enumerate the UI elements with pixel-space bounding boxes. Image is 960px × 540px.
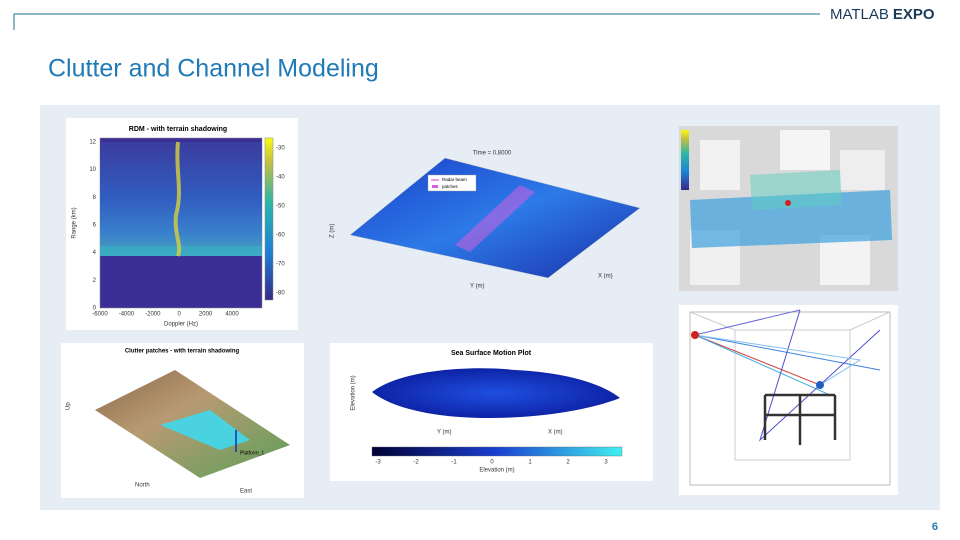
- y-tick-label: 8: [93, 195, 97, 201]
- city-map: [679, 126, 898, 291]
- colorbar-tick-label: -3: [375, 460, 381, 466]
- x-tick-label: -4000: [119, 312, 135, 318]
- y-tick-label: 10: [89, 167, 96, 173]
- colorbar-tick-label: -70: [276, 262, 285, 268]
- legend-entry: Radar beam: [442, 177, 467, 182]
- figure-title: Time = 0.8000: [473, 151, 512, 157]
- colorbar-tick-label: 3: [604, 460, 608, 466]
- z-label: Elevation (m): [351, 375, 357, 410]
- x-label: X (m): [548, 430, 563, 436]
- colorbar-tick-label: -60: [276, 233, 285, 239]
- radar-beam-figure: Radar beam patches Time = 0.8000 X (m) Y…: [330, 151, 641, 290]
- colorbar-tick-label: 1: [528, 460, 532, 466]
- annotation: Platform_1: [240, 450, 264, 456]
- rdm-figure: RDM - with terrain shadowing Doppler (Hz…: [66, 118, 298, 330]
- y-tick-label: 2: [93, 278, 97, 284]
- colorbar-tick-label: -30: [276, 146, 285, 152]
- colorbar-tick-label: -80: [276, 291, 285, 297]
- colorbar-tick-label: 2: [566, 460, 570, 466]
- figure-title: Clutter patches - with terrain shadowing: [125, 349, 240, 355]
- x-tick-label: -2000: [145, 312, 161, 318]
- colorbar-tick-label: 0: [490, 460, 494, 466]
- colorbar-label: Elevation (m): [479, 468, 514, 474]
- x-tick-label: 0: [178, 312, 182, 318]
- page-number: 6: [932, 521, 938, 533]
- colorbar-tick-label: -1: [451, 460, 457, 466]
- terrain-figure: Clutter patches - with terrain shadowing…: [61, 343, 304, 498]
- y-label: Range (km): [72, 207, 78, 238]
- y-label: North: [135, 483, 150, 489]
- brand: MATLAB EXPO: [830, 6, 935, 23]
- x-tick-label: 2000: [199, 312, 213, 318]
- sea-figure: Sea Surface Motion Plot Elevation (m) Y …: [330, 343, 653, 481]
- x-label: X (m): [598, 274, 613, 280]
- colorbar-tick-label: -2: [413, 460, 419, 466]
- legend-entry: patches: [442, 184, 459, 189]
- x-label: Doppler (Hz): [164, 322, 198, 328]
- colorbar-tick-label: -50: [276, 204, 285, 210]
- x-label: East: [240, 489, 252, 495]
- y-tick-label: 12: [89, 139, 96, 145]
- z-label: Z (m): [330, 224, 336, 238]
- y-label: Y (m): [437, 430, 452, 436]
- colorbar-tick-label: -40: [276, 175, 285, 181]
- y-label: Y (m): [470, 284, 485, 290]
- figure-title: Sea Surface Motion Plot: [451, 350, 532, 357]
- x-tick-label: 4000: [225, 312, 239, 318]
- slide-title: Clutter and Channel Modeling: [48, 55, 379, 83]
- y-tick-label: 6: [93, 222, 97, 228]
- figure-title: RDM - with terrain shadowing: [129, 126, 227, 133]
- z-label: Up: [66, 402, 72, 410]
- ray-tracing: [679, 305, 898, 495]
- x-tick-label: -6000: [92, 312, 108, 318]
- y-tick-label: 4: [93, 250, 97, 256]
- y-tick-label: 0: [93, 306, 97, 312]
